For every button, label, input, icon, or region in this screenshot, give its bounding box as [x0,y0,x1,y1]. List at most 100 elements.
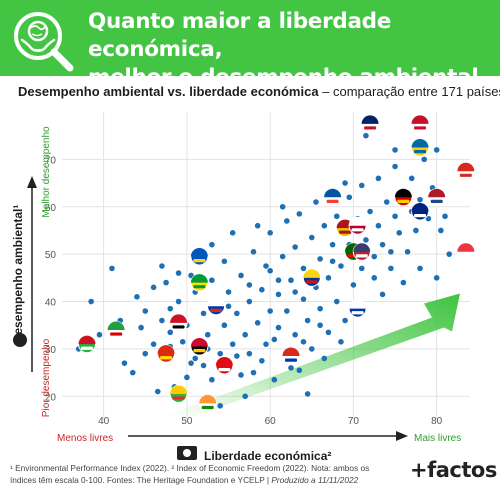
data-point [308,234,315,241]
flag-top-band [157,345,175,354]
money-icon [177,446,197,460]
data-point [188,360,194,366]
data-point [109,265,115,272]
y-tick-label: 20 [45,392,57,403]
y-axis-title: Desempenho ambiental¹ [11,205,25,344]
flag-top-band [78,335,96,345]
data-point [321,222,328,229]
x-tick-label: 50 [181,416,193,427]
country-flag [427,188,446,207]
x-axis-low-label: Menos livres [57,433,113,444]
data-point [292,331,298,338]
flag-top-band [457,162,475,172]
data-point [246,350,253,357]
data-point [308,346,315,352]
flag-accent [414,126,427,130]
data-point [238,372,244,378]
footer-line-2: índices têm escala 0-100. Fontes: The He… [10,474,410,486]
data-point [242,393,248,400]
data-point [371,253,378,260]
flag-top-band [199,394,217,404]
data-point [142,308,149,314]
country-flag [157,344,176,363]
data-point [363,237,369,243]
flag-accent [459,173,472,177]
data-point [388,265,394,272]
data-point [446,251,452,257]
flag-accent [459,254,472,258]
data-point [388,248,394,255]
data-point [138,324,144,331]
data-point [383,199,390,205]
data-point [317,305,323,312]
flag-accent [430,199,443,203]
data-point [371,275,378,281]
footer-line-1: ¹ Environmental Performance Index (2022)… [10,463,370,473]
data-point [325,275,332,281]
y-tick-label: 30 [45,345,57,356]
flag-accent [160,356,173,360]
flag-top-band [349,217,367,226]
data-point [275,291,282,298]
flag-accent [218,368,231,372]
data-point [404,248,411,255]
flag-accent [193,259,206,263]
data-point [209,277,215,284]
data-point [275,324,282,331]
country-flag [361,114,380,133]
data-point [267,230,273,236]
flag-accent [326,199,339,203]
flag-accent [172,325,185,329]
y-tick-label: 50 [45,250,57,261]
flag-top-band [207,297,225,307]
country-flag [411,114,430,133]
data-point [413,227,419,234]
globe-magnifier-hands-icon [14,12,74,72]
data-point [438,227,444,234]
flag-top-band [349,300,367,309]
flag-accent [414,214,427,218]
flag-top-band [190,338,208,347]
brand-logo: +factos [410,458,497,482]
data-point [150,284,157,291]
page-title: Quanto maior a liberdade económica, melh… [88,8,493,92]
data-point [271,336,278,343]
country-flag [348,299,367,318]
header-banner: Quanto maior a liberdade económica, melh… [0,0,500,90]
data-point [408,175,415,182]
x-tick-label: 80 [431,416,443,427]
flag-accent [364,126,377,130]
country-flag [190,273,209,292]
flag-top-band [428,188,446,198]
flag-accent [351,311,364,315]
data-point [263,341,269,347]
y-axis-low-label: Pior desempenho [41,338,52,417]
flag-accent [305,280,318,284]
subtitle-rest: – comparação entre 171 países [318,84,500,99]
country-flag [215,356,234,375]
data-point [250,369,257,376]
data-point [350,282,357,288]
data-point [329,241,336,248]
data-point [129,369,136,376]
flag-accent [172,396,185,400]
data-point [259,357,265,364]
money-icon-coin [183,449,191,457]
data-point [221,258,228,265]
flag-top-band [170,385,188,394]
y-axis-arrowhead [27,176,37,188]
data-point [209,241,215,248]
y-tick-label: 70 [45,155,57,166]
country-flag [169,313,188,332]
data-point [329,258,336,265]
data-point [250,248,257,255]
flag-accent [351,228,364,232]
data-point [167,305,174,312]
flag-top-band [411,203,429,212]
data-point [333,213,340,220]
data-point [292,289,298,295]
data-point [296,367,303,374]
data-point [242,331,248,338]
data-point [292,244,298,250]
country-flag [169,384,188,403]
